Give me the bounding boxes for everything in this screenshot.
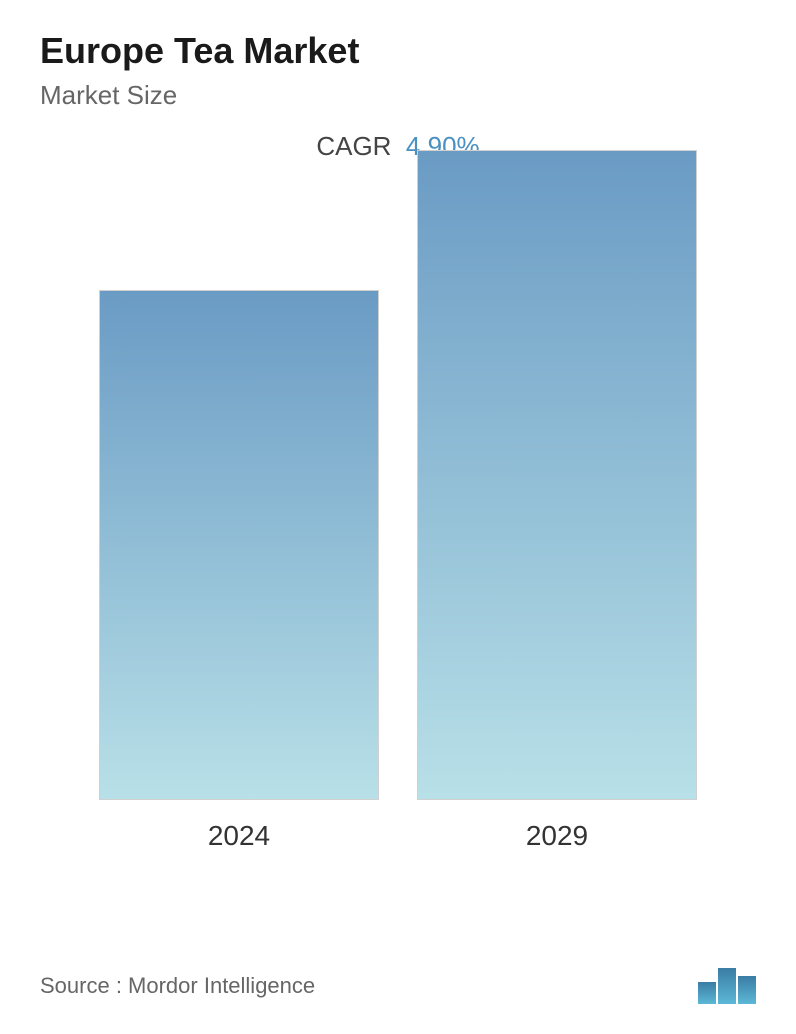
bar-1: [417, 150, 697, 800]
source-text: Source : Mordor Intelligence: [40, 973, 315, 999]
bar-label-0: 2024: [208, 820, 270, 852]
chart-area: 2024 2029: [40, 192, 756, 912]
logo-icon: [698, 968, 756, 1004]
bar-0: [99, 290, 379, 800]
footer: Source : Mordor Intelligence: [40, 968, 756, 1004]
bar-group-0: 2024: [99, 290, 379, 852]
cagr-label: CAGR: [316, 131, 391, 161]
chart-title: Europe Tea Market: [40, 30, 756, 72]
bar-label-1: 2029: [526, 820, 588, 852]
bar-group-1: 2029: [417, 150, 697, 852]
chart-subtitle: Market Size: [40, 80, 756, 111]
